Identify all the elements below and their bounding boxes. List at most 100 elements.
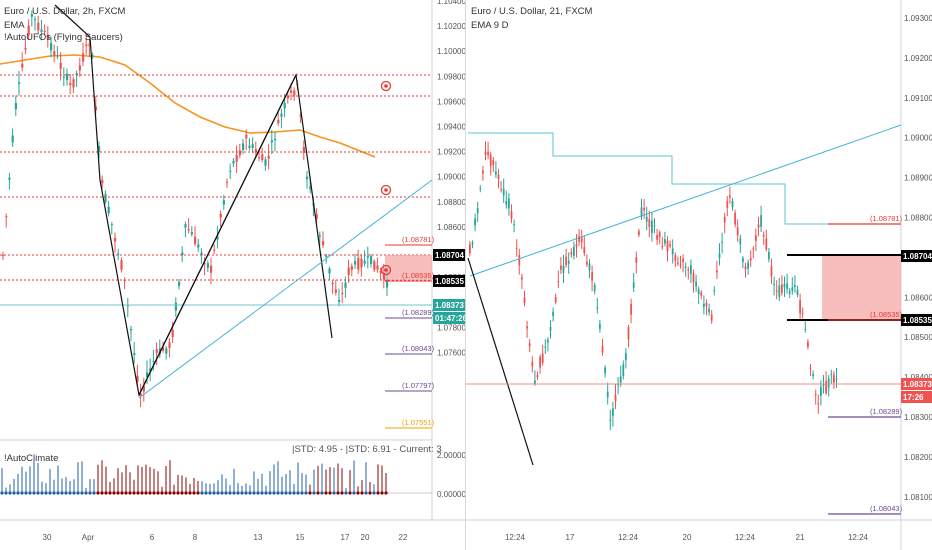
climate-dot: [380, 491, 384, 495]
left-candle-body: [133, 353, 136, 355]
right-candle-body: [799, 300, 801, 314]
right-candle-body: [822, 383, 825, 386]
right-candle-body: [614, 394, 617, 402]
left-candle-body: [386, 279, 389, 288]
right-candle-body: [781, 284, 783, 293]
climate-dot: [8, 491, 12, 495]
right-candle-body: [575, 244, 578, 247]
climate-dot: [332, 491, 336, 495]
climate-dot: [160, 491, 164, 495]
right-candle-body: [612, 408, 614, 416]
right-candle-body: [825, 380, 827, 393]
right-candle-body: [645, 216, 648, 222]
climate-dot: [212, 491, 216, 495]
left-candle-body: [56, 55, 59, 57]
left-candle-body: [382, 272, 385, 280]
left-candle-body: [363, 260, 366, 264]
right-candle-body: [783, 283, 786, 288]
climate-dot: [0, 491, 4, 495]
right-candle-body: [708, 308, 710, 313]
left-candle-body: [206, 263, 209, 268]
left-indicator-ufo: !AutoUFOs (Flying Saucers): [4, 32, 123, 43]
right-price-label: 1.09100: [904, 94, 932, 103]
right-candle-body: [755, 235, 757, 241]
ufo-marker-dot: [384, 188, 388, 192]
left-candle-body: [149, 368, 152, 372]
left-price-box-current-bg: [433, 299, 466, 311]
left-candle-body: [219, 213, 222, 218]
right-candle-body: [736, 227, 739, 236]
right-candle-body: [804, 329, 807, 331]
climate-dot: [356, 491, 360, 495]
left-level-tag: (1.07551): [402, 418, 435, 427]
right-level-tag: (1.08289): [870, 407, 903, 416]
left-candle-body: [59, 62, 62, 69]
left-candle-body: [213, 249, 216, 251]
right-price-label: 1.08900: [904, 174, 932, 183]
left-price-label: 1.07600: [437, 348, 466, 357]
ufo-marker-ring: [380, 184, 392, 196]
left-candle-body: [315, 214, 318, 219]
left-candle-body: [2, 254, 5, 256]
right-candle-body: [627, 327, 630, 340]
left-candle-body: [85, 44, 88, 46]
layout-divider[interactable]: [465, 0, 466, 550]
climate-dot: [20, 491, 24, 495]
right-candle-body: [513, 224, 515, 226]
ufo-marker-dot: [384, 268, 388, 272]
climate-dot: [204, 491, 208, 495]
zigzag-segment: [138, 74, 297, 396]
right-candle-body: [596, 307, 599, 309]
right-candle-body: [560, 265, 562, 270]
ufo-marker-ring: [380, 80, 392, 92]
left-level-tag: (1.07797): [402, 381, 435, 390]
climate-dot: [104, 491, 108, 495]
right-countdown-box: 17:26: [903, 393, 924, 402]
climate-dot: [336, 491, 340, 495]
right-candle-body: [562, 265, 565, 273]
left-candle-body: [251, 144, 254, 148]
right-chart-title: Euro / U.S. Dollar, 21, FXCM: [471, 6, 593, 17]
right-candle-body: [778, 285, 781, 297]
right-candle-body: [723, 216, 726, 223]
right-candle-body: [515, 247, 518, 249]
left-candle-body: [264, 159, 267, 166]
left-candle-body: [66, 73, 69, 81]
right-price-label: 1.08600: [904, 293, 932, 302]
right-candle-body: [630, 303, 632, 315]
left-candle-body: [197, 244, 200, 248]
right-candle-body: [700, 292, 703, 296]
left-candle-body: [117, 253, 120, 255]
right-candle-body: [773, 283, 775, 286]
left-time-label: Apr: [82, 533, 95, 542]
right-candle-body: [697, 289, 700, 295]
right-candle-body: [632, 282, 635, 288]
right-candle-body: [557, 281, 560, 283]
climate-dot: [284, 491, 288, 495]
right-candle-body: [547, 339, 549, 343]
left-candle-body: [222, 200, 225, 205]
right-candle-body: [508, 198, 510, 209]
climate-dot: [112, 491, 116, 495]
sub-panel-scale-label: 0.00000: [437, 490, 466, 499]
left-price-box-middle-bg: [433, 275, 466, 287]
climate-dot: [72, 491, 76, 495]
left-price-label: 1.09600: [437, 97, 466, 106]
left-candle-body: [318, 235, 321, 237]
left-candle-body: [187, 229, 190, 231]
right-time-label: 12:24: [618, 533, 639, 542]
left-candle-body: [270, 140, 273, 143]
left-candle-body: [258, 157, 261, 159]
right-candle-body: [617, 384, 619, 386]
left-candle-body: [53, 51, 56, 56]
left-candle-body: [18, 82, 21, 84]
left-candle-body: [370, 256, 373, 264]
left-candle-body: [306, 176, 309, 180]
climate-dot: [108, 491, 112, 495]
right-candle-body: [500, 189, 502, 191]
left-price-box-upper: 1.08704: [435, 251, 464, 260]
right-candle-body: [812, 374, 814, 376]
left-time-label: 17: [341, 533, 350, 542]
left-price-label: 1.09800: [437, 72, 466, 81]
